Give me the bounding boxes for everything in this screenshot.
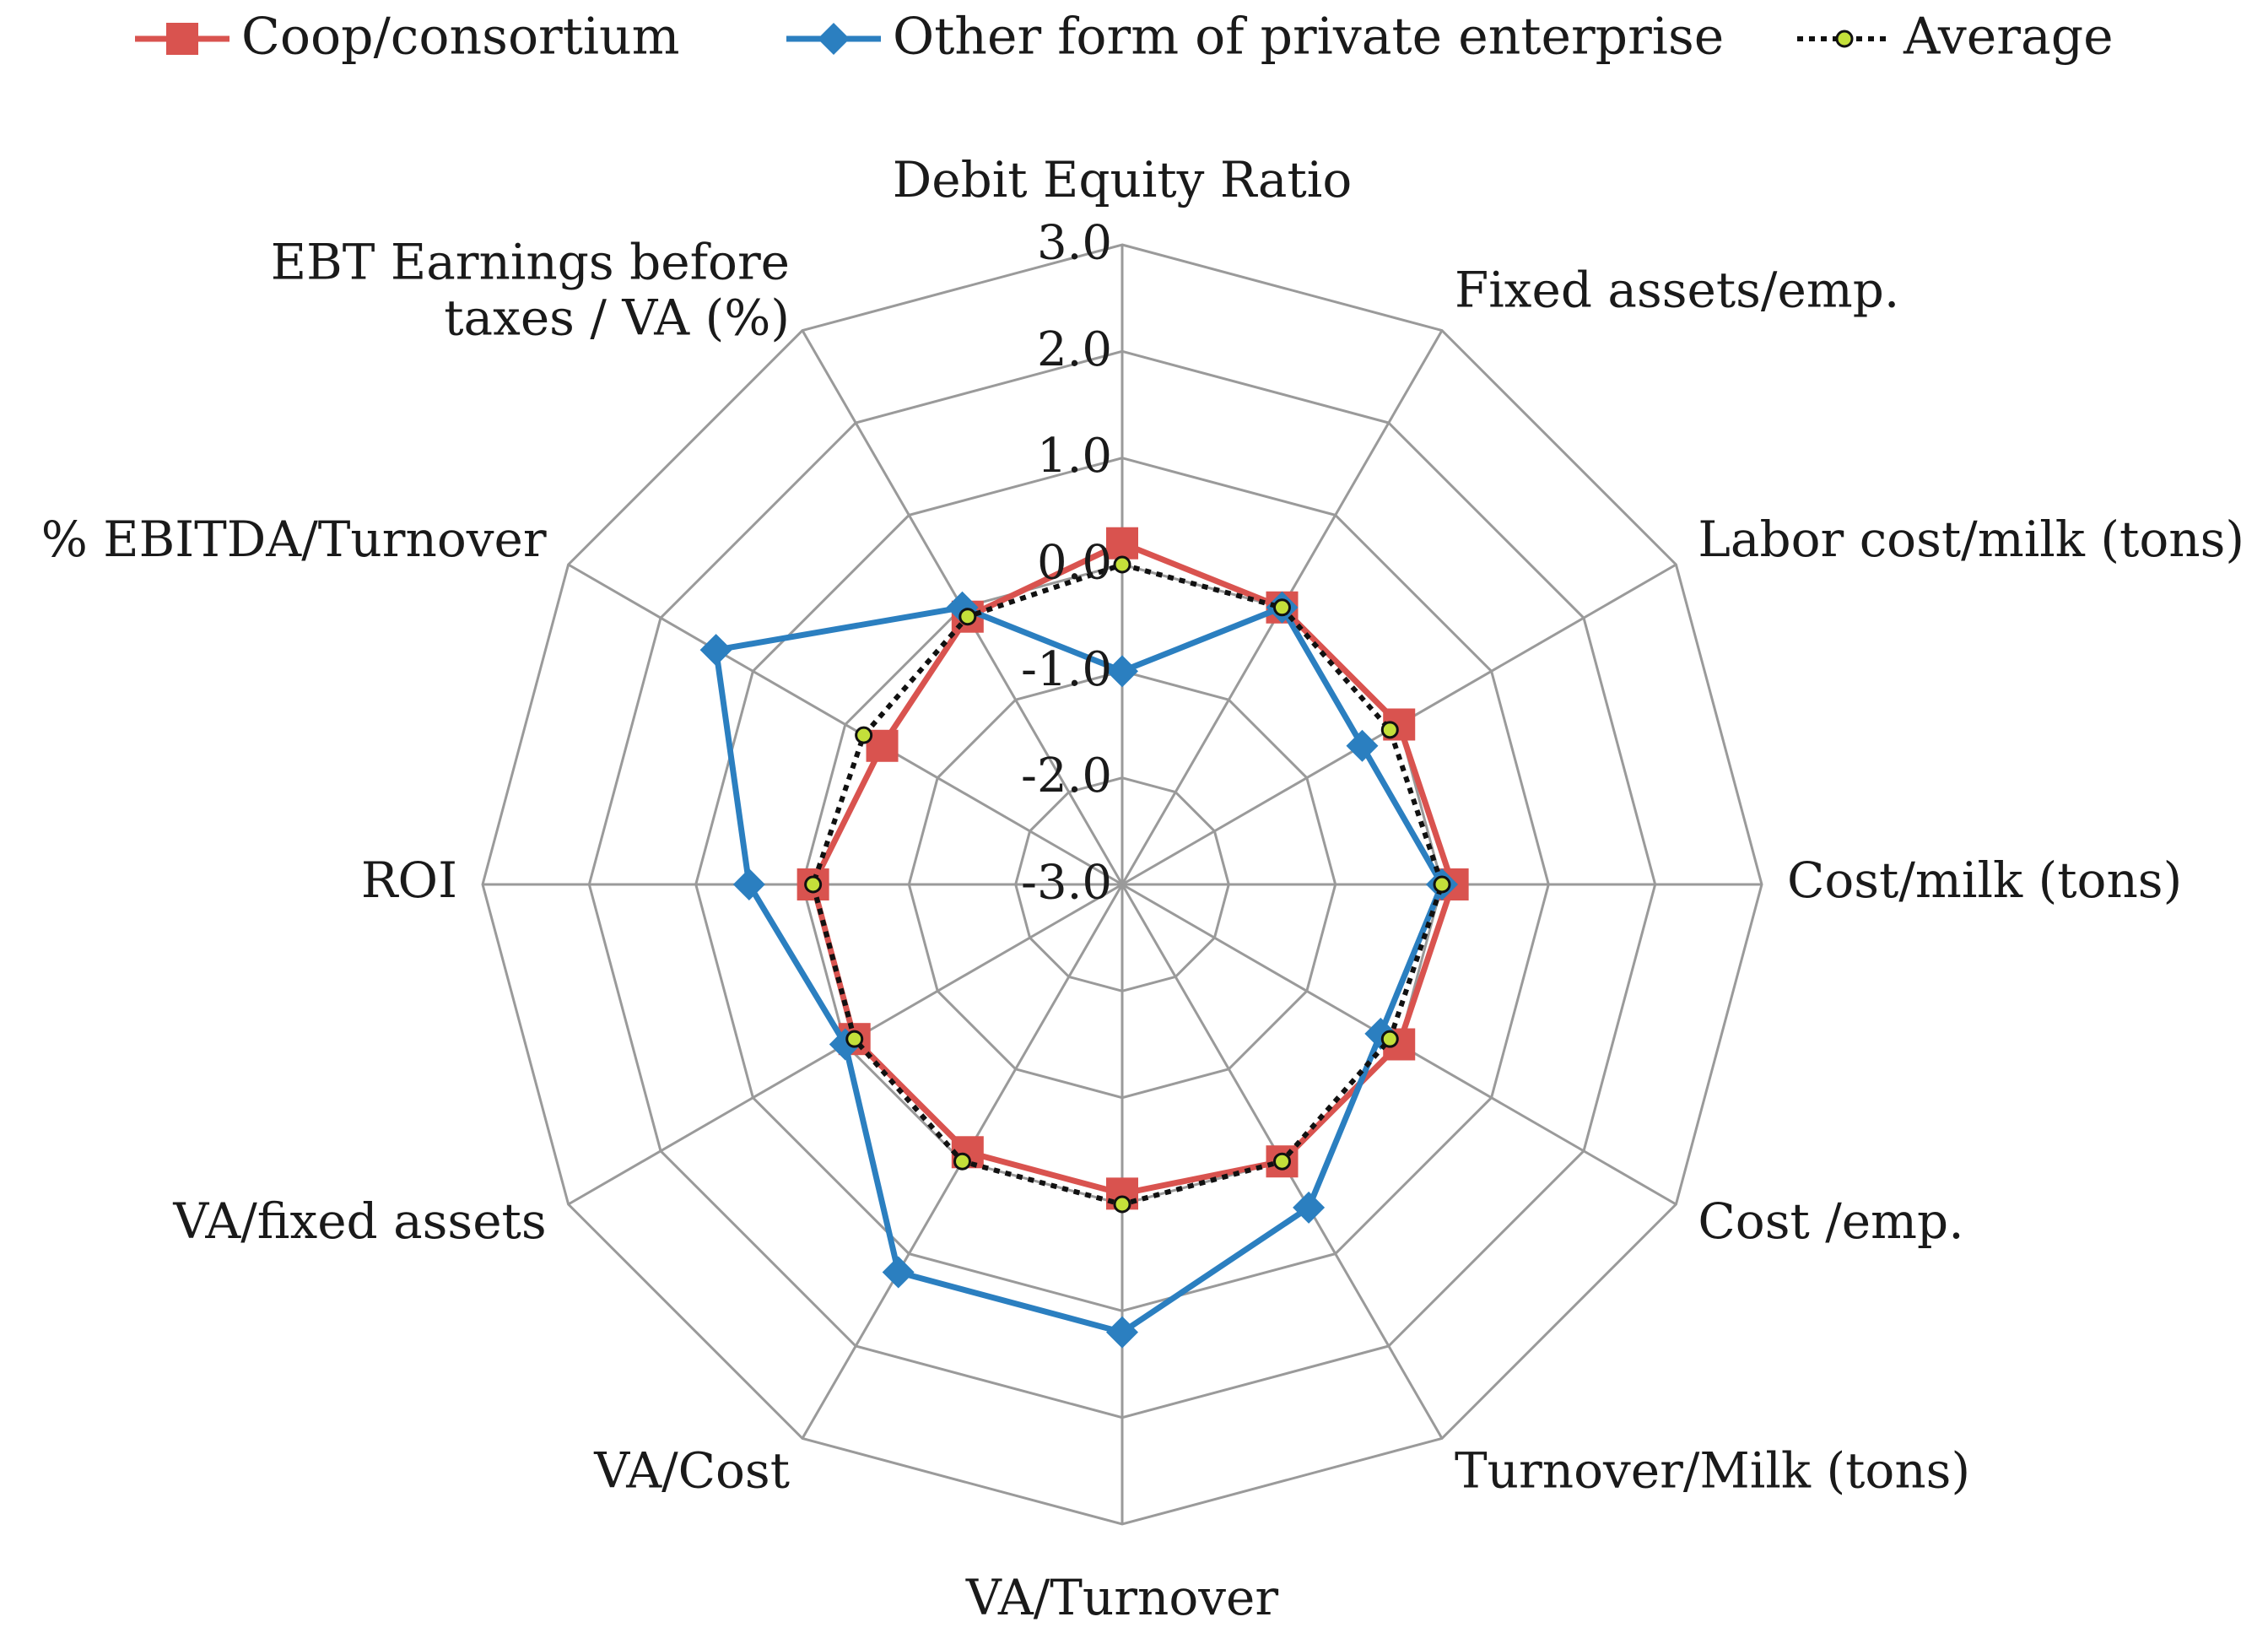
data-point	[1380, 1030, 1399, 1048]
data-point	[1113, 555, 1131, 574]
data-point	[855, 726, 873, 744]
tick-label: 0.0	[1037, 536, 1112, 591]
tick-label: 2.0	[1037, 322, 1112, 377]
data-point	[804, 875, 823, 894]
legend-marker	[818, 23, 850, 55]
tick-label: -2.0	[1021, 749, 1112, 803]
axis-label: Debit Equity Ratio	[893, 151, 1353, 208]
tick-label: -3.0	[1021, 856, 1112, 911]
axis-label: Turnover/Milk (tons)	[1455, 1442, 1970, 1500]
legend-item: Average	[1797, 8, 2114, 67]
axis-label: Cost/milk (tons)	[1787, 852, 2182, 909]
data-point	[1380, 721, 1399, 739]
data-point	[1113, 1195, 1131, 1214]
data-point	[732, 868, 765, 900]
tick-label: 1.0	[1037, 429, 1112, 484]
data-point	[958, 608, 977, 626]
axis-label-line: EBT Earnings before	[271, 233, 790, 290]
data-point	[1293, 1191, 1326, 1224]
axis-label: Labor cost/milk (tons)	[1698, 511, 2244, 568]
data-point	[1106, 1316, 1138, 1349]
axis-label-line: Debit Equity Ratio	[893, 151, 1353, 208]
axis-label-line: Turnover/Milk (tons)	[1455, 1442, 1970, 1500]
axis-label-line: ROI	[361, 852, 457, 909]
axis-label-line: Cost /emp.	[1698, 1192, 1963, 1250]
data-point	[1273, 598, 1291, 617]
axis-label-line: taxes / VA (%)	[444, 289, 790, 346]
axis-label-line: Cost/milk (tons)	[1787, 852, 2182, 909]
legend-item: Coop/consortium	[135, 8, 680, 67]
legend-label: Other form of private enterprise	[893, 8, 1724, 67]
legend-item: Other form of private enterprise	[786, 8, 1724, 67]
tick-label: 3.0	[1037, 216, 1112, 271]
axis-label: Fixed assets/emp.	[1455, 261, 1899, 318]
axis-label: % EBITDA/Turnover	[41, 511, 547, 568]
data-point	[699, 634, 732, 667]
axis-label-line: VA/Cost	[593, 1442, 790, 1500]
tick-label: -1.0	[1021, 642, 1112, 697]
axis-label: VA/Cost	[593, 1442, 790, 1500]
axis-labels: Debit Equity Ratio Fixed assets/emp. Labor…	[41, 151, 2244, 1626]
data-point	[882, 1256, 915, 1289]
axis-label-line: VA/Turnover	[965, 1569, 1279, 1626]
data-point	[1433, 875, 1451, 894]
legend-label: Coop/consortium	[241, 8, 680, 67]
legend-label: Average	[1903, 8, 2114, 67]
legend-marker	[1835, 30, 1854, 48]
axis-label-line: Labor cost/milk (tons)	[1698, 511, 2244, 568]
series-layer	[699, 527, 1469, 1349]
series-2	[804, 555, 1451, 1214]
grid-spoke	[567, 563, 1123, 886]
data-point	[953, 1152, 971, 1171]
axis-label-line: VA/fixed assets	[172, 1192, 546, 1250]
data-point	[845, 1030, 864, 1048]
data-point	[1346, 729, 1379, 762]
axis-label: Cost /emp.	[1698, 1192, 1963, 1250]
axis-label: VA/fixed assets	[172, 1192, 546, 1250]
data-point	[1273, 1152, 1291, 1171]
legend-marker	[166, 23, 198, 55]
data-point	[1106, 527, 1138, 560]
axis-label: EBT Earnings before taxes / VA (%)	[271, 233, 790, 346]
axis-label: VA/Turnover	[965, 1569, 1279, 1626]
data-point	[1106, 655, 1138, 688]
axis-label-line: Fixed assets/emp.	[1455, 261, 1899, 318]
axis-label: ROI	[361, 852, 457, 909]
axis-label-line: % EBITDA/Turnover	[41, 511, 547, 568]
tick-labels: 3.0 2.0 1.0 0.0 -1.0 -2.0 -3.0	[1021, 216, 1112, 911]
legend: Coop/consortium Other form of private ent…	[135, 8, 2114, 67]
